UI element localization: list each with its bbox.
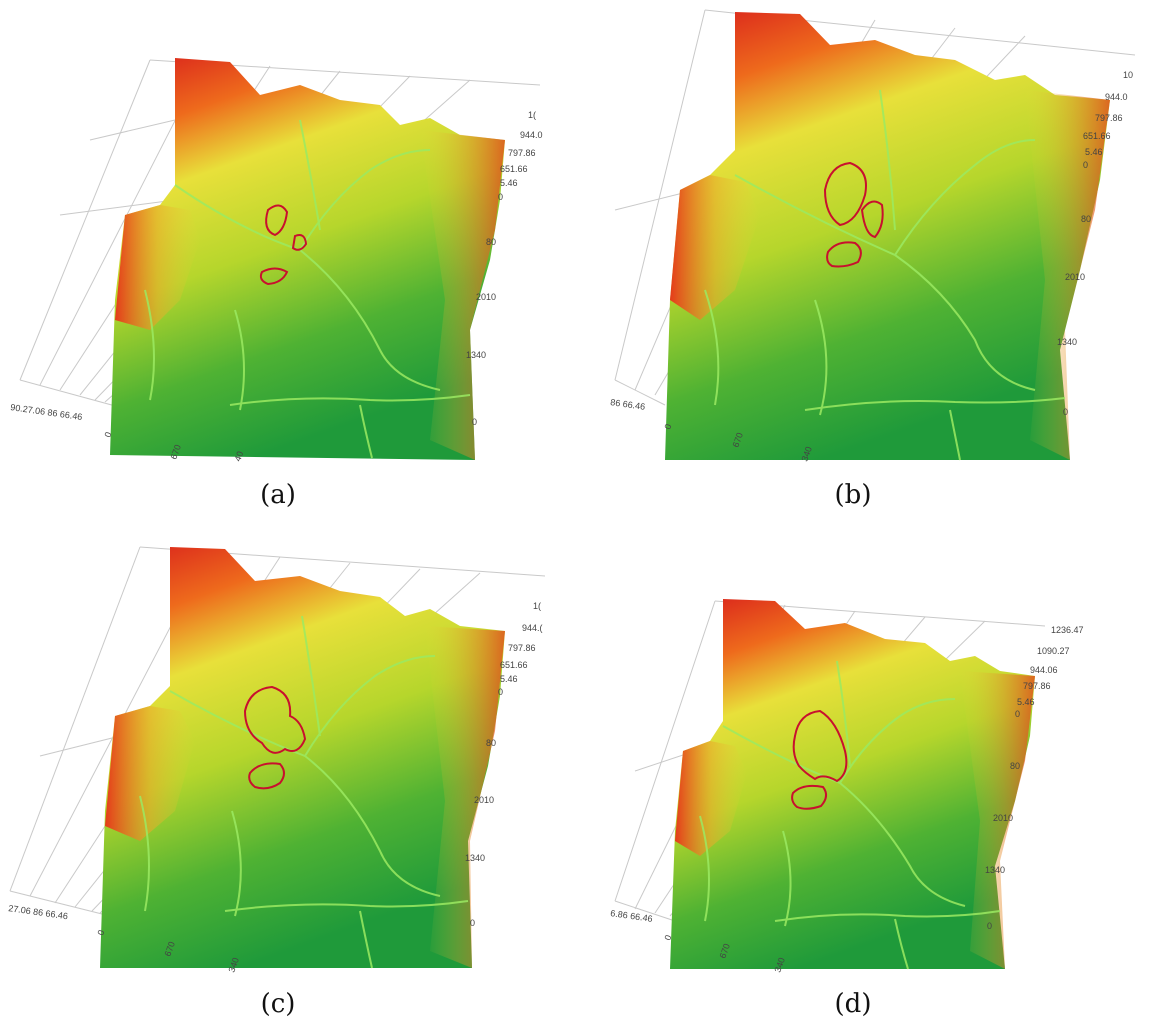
y-tick: 80 — [486, 738, 496, 748]
red-outline-regions — [791, 709, 848, 810]
z-tick: 1090.27 — [1037, 646, 1070, 656]
z-tick: 1( — [533, 601, 541, 611]
x-tick: 0 — [662, 934, 673, 942]
z-tick: 944.0 — [520, 130, 543, 140]
y-tick: 2010 — [474, 795, 494, 805]
y-tick: 80 — [486, 237, 496, 247]
y-tick: 0 — [987, 921, 992, 931]
x-tick: 670 — [730, 431, 745, 449]
z-tick: 944.( — [522, 623, 543, 633]
z-tick: 944.06 — [1030, 665, 1058, 675]
terrain-surface — [665, 12, 1110, 461]
red-outline-regions — [259, 204, 308, 286]
terrain-3d-plot-a: 1( 944.0 797.86 651.66 5.46 0 80 2010 13… — [10, 58, 543, 463]
x-tick: 340 — [226, 956, 241, 974]
z-tick: 0 — [1083, 160, 1088, 170]
terrain-3d-plot-d: 1236.47 1090.27 944.06 797.86 5.46 0 80 … — [610, 599, 1084, 974]
terrain-3d-plot-c: 1( 944.( 797.86 651.66 5.46 0 80 2010 13… — [8, 546, 546, 974]
left-axis-ticks: 86 66.46 — [610, 397, 646, 412]
y-tick: 2010 — [1065, 272, 1085, 282]
z-tick: 651.66 — [1083, 131, 1111, 141]
terrain-3d-plot-b: 10 944.0 797.86 651.66 5.46 0 80 2010 13… — [610, 9, 1136, 463]
z-tick: 797.86 — [508, 148, 536, 158]
terrain-surface — [100, 547, 505, 969]
y-axis-ticks: 80 2010 1340 0 — [985, 761, 1020, 931]
z-tick: 0 — [1015, 709, 1020, 719]
terrain-surface — [110, 58, 505, 460]
y-tick: 2010 — [476, 292, 496, 302]
x-axis-ticks: 0 670 40 — [102, 431, 245, 463]
z-tick: 1236.47 — [1051, 625, 1084, 635]
left-axis-ticks: 27.06 86 66.46 — [8, 903, 69, 921]
x-tick: 670 — [162, 940, 177, 958]
panel-b: 10 944.0 797.86 651.66 5.46 0 80 2010 13… — [575, 0, 1150, 511]
z-tick: 651.66 — [500, 660, 528, 670]
caption-a: (a) — [260, 480, 296, 510]
z-tick: 797.86 — [1023, 681, 1051, 691]
y-tick: 0 — [470, 918, 475, 928]
x-tick: 40 — [232, 450, 245, 463]
x-tick: 340 — [799, 445, 814, 463]
left-axis-ticks: 90.27.06 86 66.46 — [10, 402, 83, 422]
y-tick: 80 — [1010, 761, 1020, 771]
z-tick: 5.46 — [500, 178, 518, 188]
y-tick: 1340 — [985, 865, 1005, 875]
y-tick: 0 — [472, 417, 477, 427]
x-axis-ticks: 0 670 340 — [95, 929, 241, 974]
z-tick: 797.86 — [508, 643, 536, 653]
x-tick: 0 — [662, 423, 673, 431]
z-tick: 0 — [498, 687, 503, 697]
y-axis-ticks: 80 2010 1340 0 — [1057, 214, 1091, 417]
caption-d: (d) — [834, 989, 872, 1019]
left-axis-ticks: 6.86 66.46 — [610, 908, 654, 924]
red-outline-regions — [823, 161, 884, 268]
y-tick: 1340 — [466, 350, 486, 360]
panel-d: 1236.47 1090.27 944.06 797.86 5.46 0 80 … — [575, 511, 1150, 1022]
x-axis-ticks: 0 670 340 — [662, 423, 814, 463]
z-axis-ticks: 1236.47 1090.27 944.06 797.86 5.46 0 — [1015, 625, 1084, 719]
y-axis-ticks: 80 2010 1340 0 — [465, 738, 496, 928]
z-tick: 5.46 — [1017, 697, 1035, 707]
y-tick: 0 — [1063, 407, 1068, 417]
x-axis-ticks: 0 670 340 — [662, 934, 787, 974]
y-tick: 2010 — [993, 813, 1013, 823]
z-tick: 944.0 — [1105, 92, 1128, 102]
caption-c: (c) — [260, 989, 296, 1019]
panel-c: 1( 944.( 797.86 651.66 5.46 0 80 2010 13… — [0, 511, 575, 1022]
terrain-surface — [670, 599, 1035, 970]
z-tick: 1( — [528, 110, 536, 120]
y-axis-ticks: 80 2010 1340 0 — [466, 237, 496, 427]
x-tick: 340 — [772, 956, 787, 974]
z-axis-ticks: 1( 944.0 797.86 651.66 5.46 0 — [498, 110, 543, 202]
panel-a: 1( 944.0 797.86 651.66 5.46 0 80 2010 13… — [0, 0, 575, 511]
z-tick: 651.66 — [500, 164, 528, 174]
x-tick: 0 — [102, 431, 113, 439]
x-tick: 0 — [95, 929, 106, 937]
z-tick: 5.46 — [500, 674, 518, 684]
z-tick: 5.46 — [1085, 147, 1103, 157]
y-tick: 1340 — [465, 853, 485, 863]
z-axis-ticks: 10 944.0 797.86 651.66 5.46 0 — [1083, 70, 1133, 170]
red-outline-regions — [243, 685, 307, 790]
x-tick: 670 — [717, 942, 732, 960]
x-tick: 670 — [168, 443, 183, 461]
z-tick: 797.86 — [1095, 113, 1123, 123]
caption-b: (b) — [834, 480, 872, 510]
y-tick: 1340 — [1057, 337, 1077, 347]
z-axis-ticks: 1( 944.( 797.86 651.66 5.46 0 — [498, 601, 543, 697]
z-tick: 10 — [1123, 70, 1133, 80]
z-tick: 0 — [498, 192, 503, 202]
y-tick: 80 — [1081, 214, 1091, 224]
